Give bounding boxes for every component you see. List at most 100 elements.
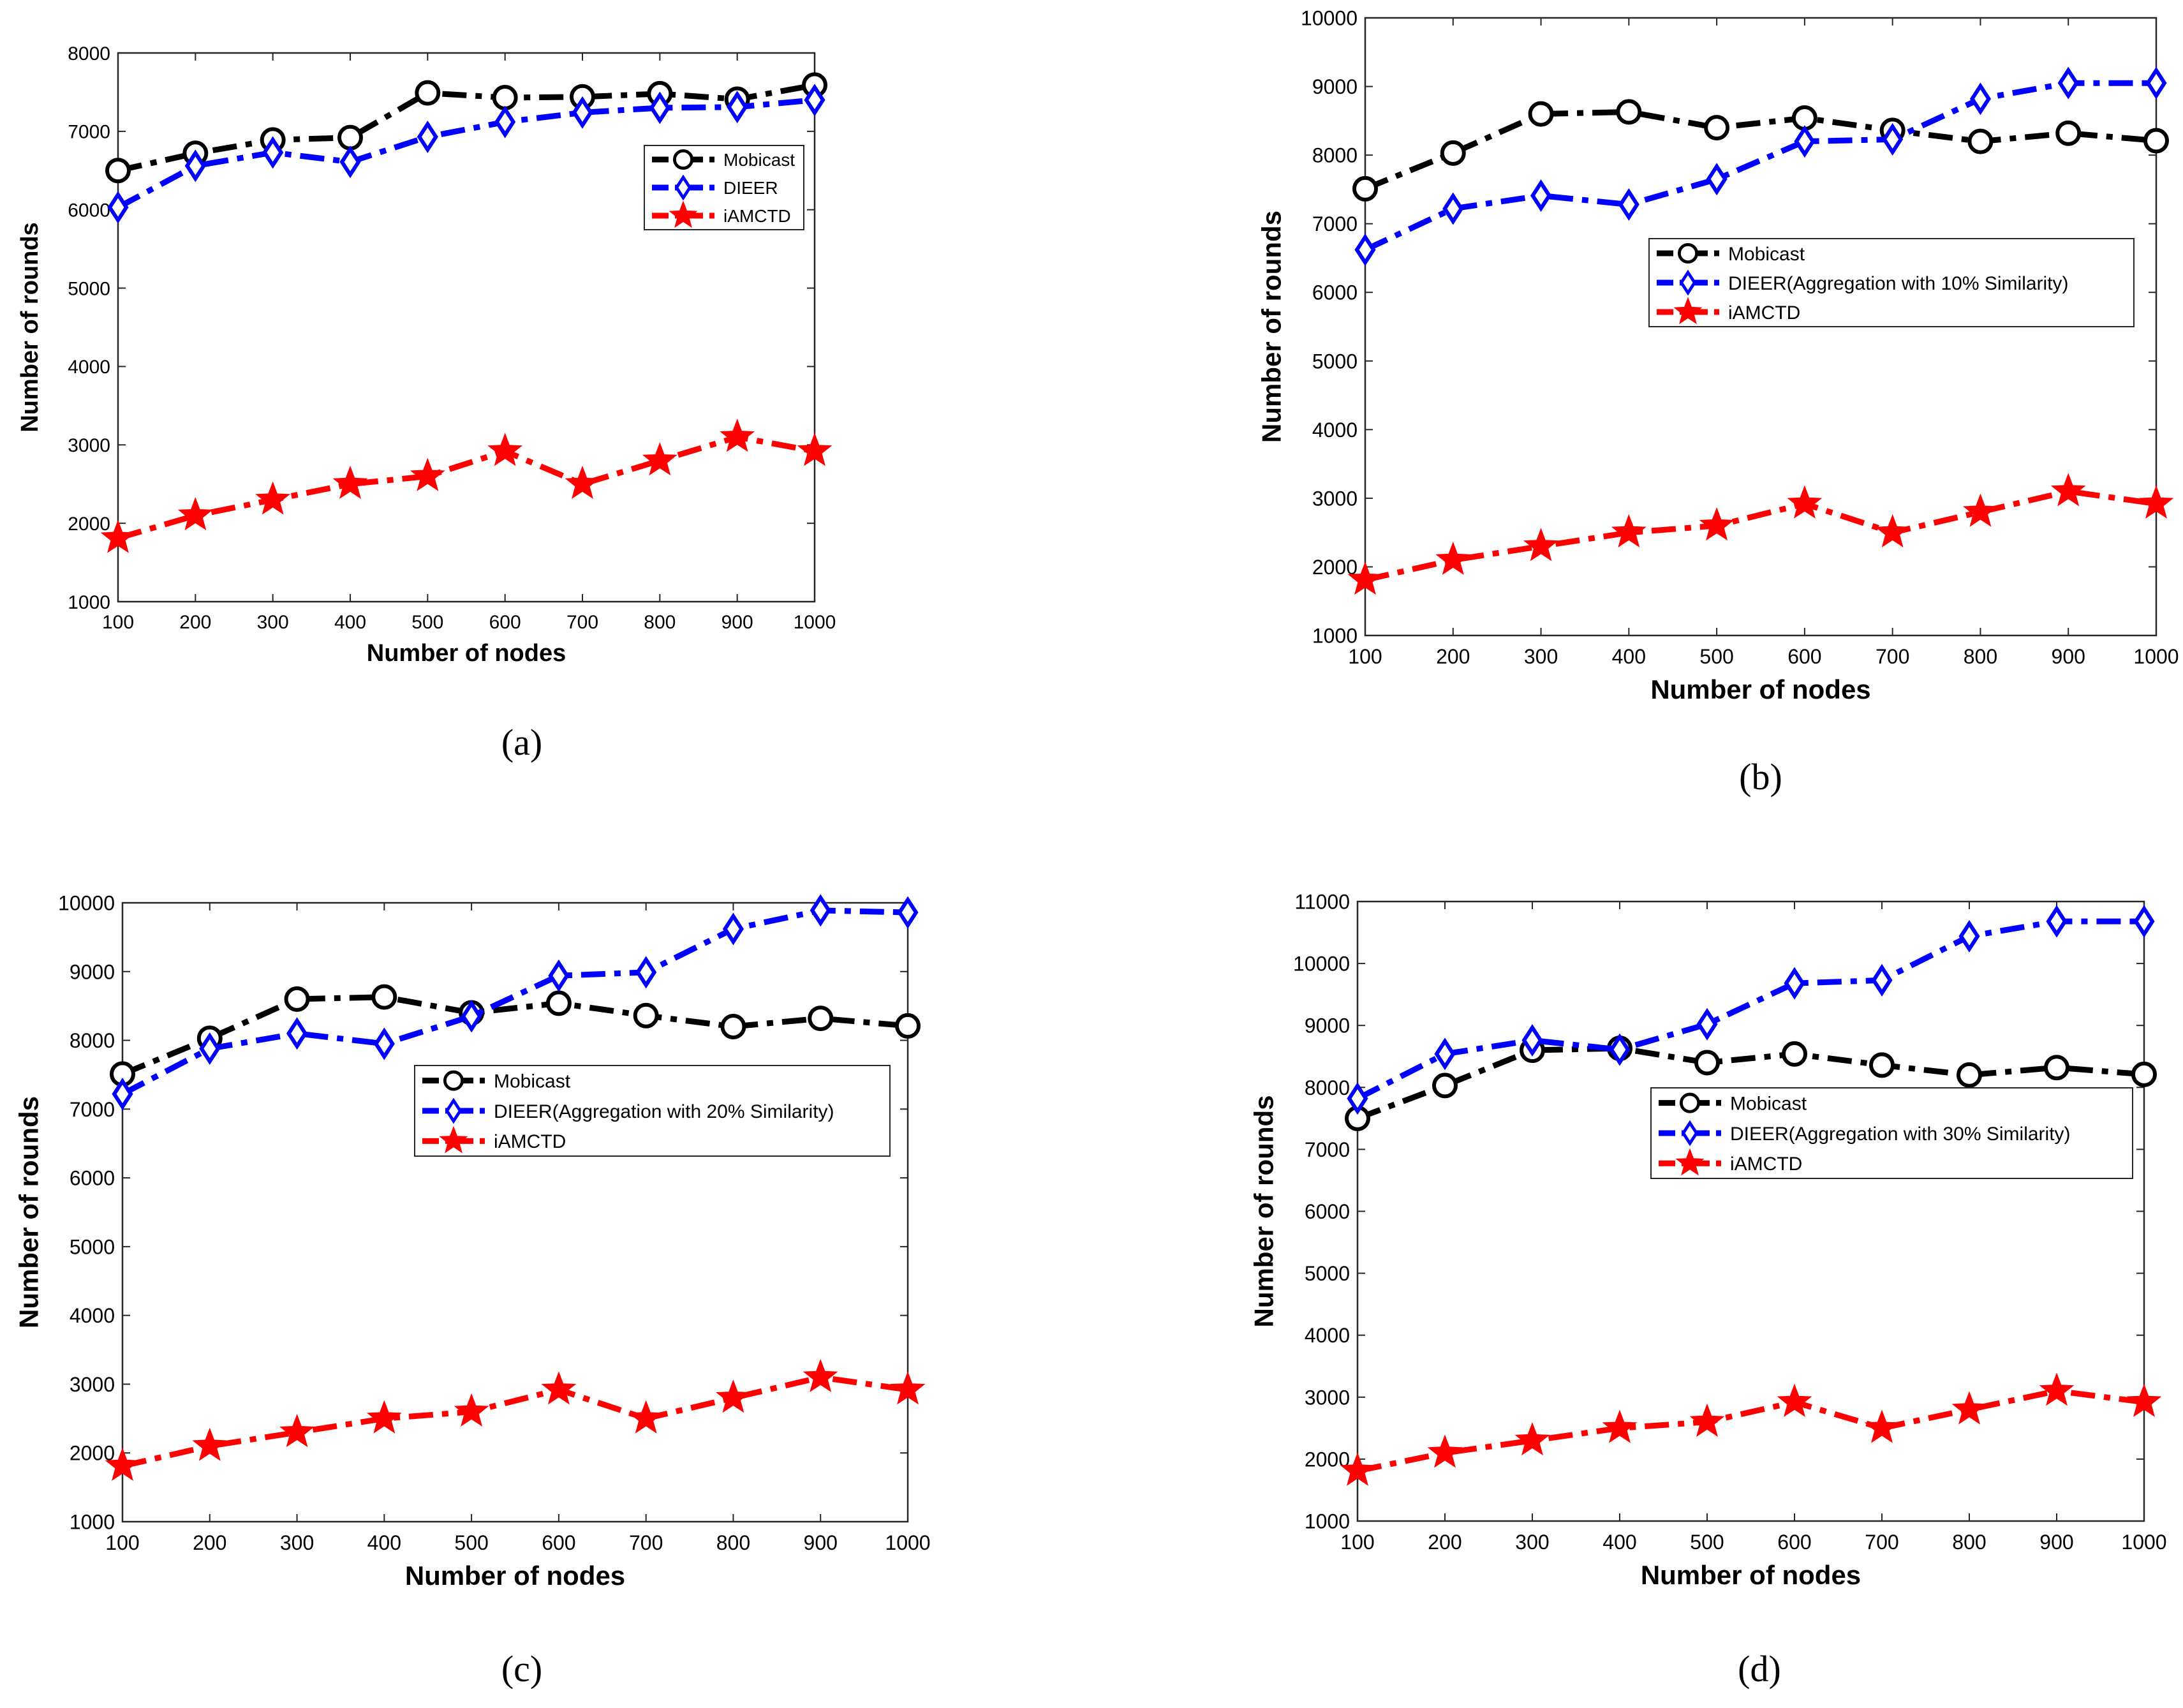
x-tick-label: 900 xyxy=(2039,1531,2073,1554)
data-point xyxy=(2126,1383,2162,1417)
data-point xyxy=(1440,140,1466,166)
data-point xyxy=(492,85,518,111)
y-tick-label: 6000 xyxy=(68,200,110,221)
x-tick-label: 800 xyxy=(1952,1531,1986,1554)
x-tick-label: 800 xyxy=(644,612,676,633)
data-point xyxy=(1882,123,1904,156)
y-tick-label: 3000 xyxy=(68,435,110,456)
legend: Mobicast DIEER iAMCTD xyxy=(644,145,804,230)
legend-label: DIEER(Aggregation with 10% Similarity) xyxy=(1728,273,2069,294)
y-tick-label: 9000 xyxy=(1305,1014,1350,1037)
data-point xyxy=(2133,905,2155,938)
x-axis-label: Number of nodes xyxy=(405,1561,625,1591)
data-point xyxy=(635,956,657,989)
data-point xyxy=(1689,1403,1725,1437)
x-tick-label: 400 xyxy=(1602,1531,1636,1554)
data-point xyxy=(897,896,919,929)
y-tick-label: 5000 xyxy=(70,1235,115,1258)
plot-frame xyxy=(1356,900,2145,1522)
data-point xyxy=(1347,1082,1368,1115)
x-tick-label: 400 xyxy=(1612,645,1646,668)
data-point xyxy=(895,1013,921,1039)
series-circle xyxy=(110,984,921,1087)
series-star xyxy=(105,1358,926,1481)
data-point xyxy=(808,1006,834,1032)
x-tick-label: 1000 xyxy=(2121,1531,2166,1554)
data-point xyxy=(1347,561,1383,595)
x-tick-label: 500 xyxy=(411,612,443,633)
data-point xyxy=(279,1414,314,1448)
y-tick-label: 4000 xyxy=(70,1304,115,1327)
legend-swatch-marker xyxy=(439,1125,468,1154)
panel-caption: (a) xyxy=(501,722,542,763)
data-point xyxy=(262,136,284,169)
series-diamond xyxy=(107,84,825,224)
data-point xyxy=(417,120,438,153)
data-point xyxy=(1514,1422,1550,1456)
data-point xyxy=(1704,115,1730,141)
x-axis-label: Number of nodes xyxy=(1650,674,1870,704)
data-point xyxy=(337,124,363,151)
y-tick-label: 3000 xyxy=(70,1373,115,1396)
y-tick-label: 9000 xyxy=(1312,75,1358,98)
y-tick-label: 5000 xyxy=(1305,1262,1350,1285)
data-point xyxy=(722,912,744,946)
x-tick-label: 600 xyxy=(489,612,521,633)
y-axis-label: Number of rounds xyxy=(17,222,43,432)
chart-panel-3: 100 200 300 400 500 600 700 800 900 1000100020003… xyxy=(14,892,931,1689)
data-point xyxy=(1432,1073,1458,1099)
y-tick-label: 6000 xyxy=(1312,281,1358,304)
data-point xyxy=(1963,493,1998,527)
legend-label: Mobicast xyxy=(1730,1093,1807,1114)
legend-swatch-marker xyxy=(673,149,694,170)
chart-panel-2: 100 200 300 400 500 600 700 800 900 1000100020003… xyxy=(1257,7,2179,798)
data-point xyxy=(100,519,136,553)
data-point xyxy=(1427,1434,1463,1468)
series-star xyxy=(1340,1372,2162,1486)
y-tick-label: 10000 xyxy=(1293,953,1350,976)
y-tick-label: 5000 xyxy=(68,278,110,299)
legend-swatch-marker xyxy=(1679,269,1697,296)
legend-swatch-marker xyxy=(445,1097,463,1124)
x-tick-label: 200 xyxy=(1436,645,1470,668)
data-point xyxy=(2143,128,2169,154)
series-diamond xyxy=(1354,66,2167,267)
y-tick-label: 4000 xyxy=(68,357,110,378)
data-point xyxy=(461,1000,482,1033)
x-tick-label: 200 xyxy=(193,1531,226,1554)
series-circle xyxy=(105,72,827,184)
data-point xyxy=(339,145,361,179)
data-point xyxy=(199,1032,221,1065)
series-circle xyxy=(1352,99,2169,202)
legend-label: iAMCTD xyxy=(1728,302,1800,323)
data-point xyxy=(1694,1050,1720,1076)
y-tick-label: 4000 xyxy=(1305,1324,1350,1347)
y-tick-label: 6000 xyxy=(70,1167,115,1190)
legend-box xyxy=(1648,238,2135,327)
series-line xyxy=(1356,1045,2145,1122)
y-tick-label: 1000 xyxy=(68,592,110,613)
x-tick-label: 200 xyxy=(1428,1531,1462,1554)
y-tick-label: 8000 xyxy=(70,1029,115,1052)
y-tick-label: 8000 xyxy=(1305,1076,1350,1099)
x-tick-label: 500 xyxy=(454,1531,488,1554)
data-point xyxy=(177,497,213,531)
legend: Mobicast DIEER(Aggregation with 20% Simil… xyxy=(414,1065,891,1157)
legend-label: DIEER(Aggregation with 30% Similarity) xyxy=(1730,1124,2071,1145)
data-point xyxy=(810,894,831,927)
data-point xyxy=(1706,163,1728,196)
series-line xyxy=(117,434,815,541)
plot-frame xyxy=(117,52,816,603)
legend-swatch-marker xyxy=(669,200,698,228)
series-line xyxy=(121,907,908,1097)
data-point xyxy=(1521,1023,1543,1057)
x-tick-label: 100 xyxy=(102,612,134,633)
data-point xyxy=(1958,919,1980,953)
data-point xyxy=(565,465,600,499)
legend-swatch-marker xyxy=(1677,242,1698,264)
series-line xyxy=(1364,80,2156,253)
x-tick-label: 700 xyxy=(566,612,598,633)
x-axis-label: Number of nodes xyxy=(367,640,566,667)
data-point xyxy=(572,96,593,129)
data-point xyxy=(366,1400,402,1434)
